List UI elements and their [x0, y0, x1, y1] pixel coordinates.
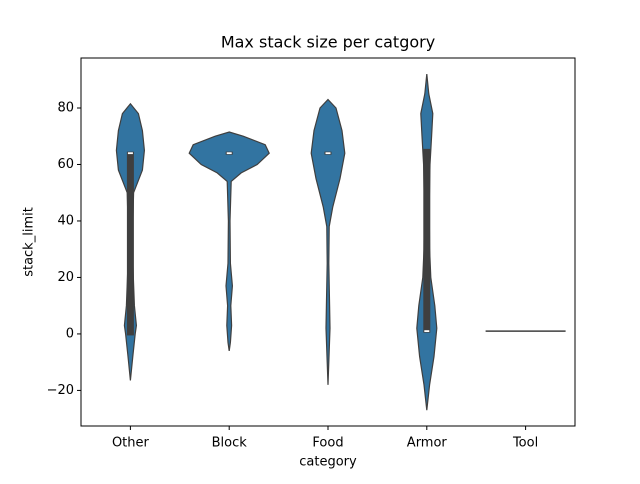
y-tick-label: 40: [57, 213, 74, 228]
x-tick-label: Food: [312, 436, 343, 451]
y-tick-label: 60: [57, 157, 74, 172]
y-tick-label: −20: [47, 383, 74, 398]
box: [423, 148, 431, 333]
violin: [188, 131, 270, 351]
x-axis-label: category: [299, 455, 357, 470]
y-tick-label: 0: [66, 326, 74, 341]
plot-frame: [80, 57, 576, 427]
chart-title: Max stack size per catgory: [221, 33, 435, 52]
x-tick-label: Other: [112, 436, 150, 451]
x-tick-label: Armor: [407, 436, 448, 451]
x-tick-label: Tool: [512, 436, 538, 451]
x-tick-label: Block: [212, 436, 248, 451]
y-tick-label: 80: [57, 100, 74, 115]
violin: [310, 98, 346, 385]
box: [126, 151, 134, 336]
y-tick-label: 20: [57, 270, 74, 285]
y-axis-label: stack_limit: [22, 207, 37, 277]
